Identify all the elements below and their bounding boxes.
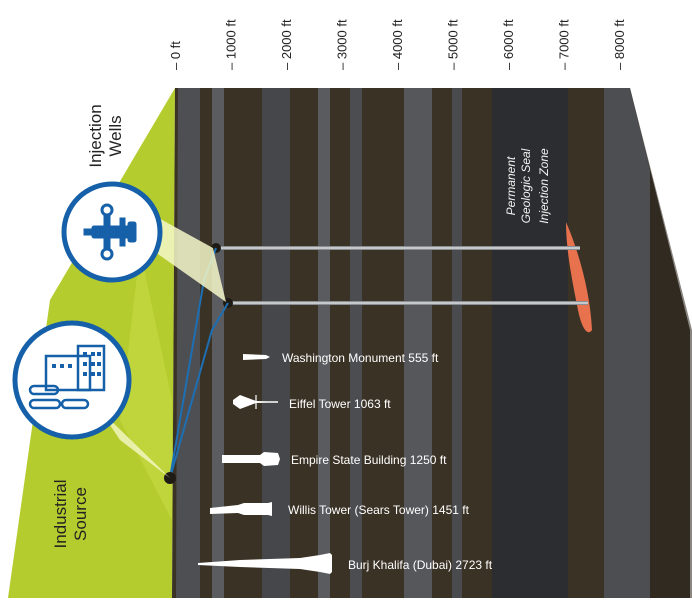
structure-silhouettes [198,354,332,574]
seal-label-line-2: Geologic Seal [519,148,533,223]
depth-label: – 1000 ft [224,19,239,70]
rock-block [172,88,692,598]
well-upper [211,243,580,253]
ground-surface-highlight [120,250,172,520]
stratum-band-4 [318,88,330,598]
rock-side-face [630,88,692,598]
washington-monument-silhouette [243,354,270,360]
depth-scale: – 0 ft – 1000 ft – 2000 ft – 3000 ft – 4000 … [168,19,627,70]
stratum-band-8 [604,88,650,598]
stratum-band-5 [350,88,362,598]
depth-label: – 4000 ft [390,19,405,70]
stratum-band-6 [404,88,432,598]
depth-label: – 7000 ft [557,19,572,70]
stratum-band-1 [176,88,200,598]
depth-label: – 5000 ft [446,19,461,70]
seal-band [492,88,568,598]
injection-wells-label: Injection Wells [86,104,125,167]
structure-label-washington: Washington Monument 555 ft [282,351,439,365]
industrial-source-badge [12,320,132,440]
empire-state-silhouette [222,452,280,466]
factory-icon [28,344,106,410]
stratum-band-7 [452,88,462,598]
depth-label: – 8000 ft [612,19,627,70]
beam-industrial-source [100,410,170,478]
injection-zone-label: Injection Zone [537,148,551,224]
structure-label-empire: Empire State Building 1250 ft [291,453,447,467]
structure-labels: Washington Monument 555 ft Eiffel Tower … [282,351,493,572]
depth-label: – 0 ft [168,41,183,70]
industrial-source-line-2: Source [71,487,90,541]
injection-wells-line-1: Injection [86,104,105,167]
stratum-band-2 [212,88,224,598]
structure-label-eiffel: Eiffel Tower 1063 ft [289,397,391,411]
depth-label: – 2000 ft [279,19,294,70]
burj-khalifa-silhouette [198,553,332,574]
wellhead-icon [83,203,137,261]
structure-label-willis: Willis Tower (Sears Tower) 1451 ft [288,503,470,517]
industrial-source-label: Industrial Source [51,480,90,549]
injection-wells-badge [61,181,163,283]
structure-label-burj: Burj Khalifa (Dubai) 2723 ft [348,558,493,572]
pipeline-lower [169,302,229,479]
depth-label: – 6000 ft [501,19,516,70]
stratum-band-3 [262,88,290,598]
eiffel-tower-silhouette [233,395,278,409]
depth-label: – 3000 ft [335,19,350,70]
willis-tower-silhouette [210,502,272,516]
industrial-source-line-1: Industrial [51,480,70,549]
seal-label-line-1: Permanent [504,156,518,215]
injection-wells-line-2: Wells [106,115,125,156]
